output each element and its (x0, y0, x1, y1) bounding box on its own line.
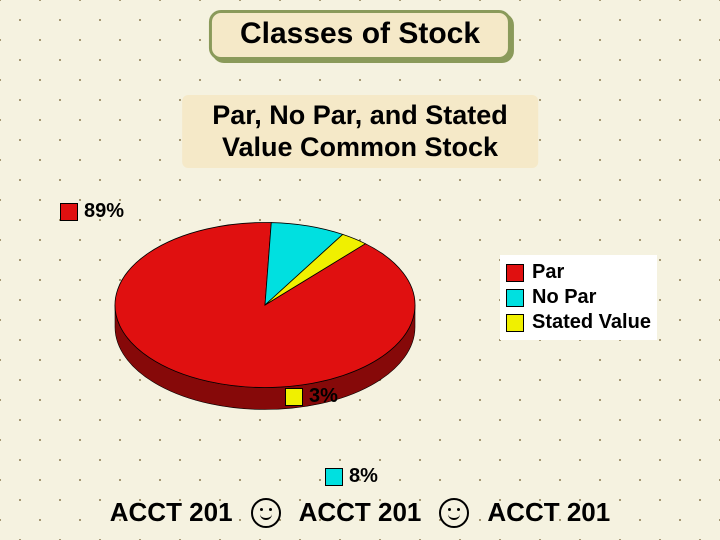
data-label-3-text: 3% (309, 385, 338, 408)
swatch-par (60, 203, 78, 221)
data-label-8: 8% (325, 465, 378, 488)
data-label-8-text: 8% (349, 465, 378, 488)
legend-label-par: Par (532, 261, 564, 284)
subtitle-banner: Par, No Par, and Stated Value Common Sto… (182, 95, 538, 168)
page-title: Classes of Stock (240, 17, 480, 51)
footer-text-3: ACCT 201 (487, 497, 610, 528)
title-banner: Classes of Stock (209, 10, 511, 60)
legend-item-par: Par (506, 261, 651, 284)
legend-label-nopar: No Par (532, 286, 596, 309)
legend-swatch-stated (506, 314, 524, 332)
data-label-89: 89% (60, 200, 124, 223)
pie-svg (60, 200, 480, 460)
subtitle-line-1: Par, No Par, and Stated (212, 99, 508, 131)
swatch-stated (285, 388, 303, 406)
footer: ACCT 201 ACCT 201 ACCT 201 (0, 497, 720, 528)
data-label-3: 3% (285, 385, 338, 408)
subtitle-line-2: Value Common Stock (212, 131, 508, 163)
footer-text-1: ACCT 201 (110, 497, 233, 528)
legend-swatch-par (506, 264, 524, 282)
legend-label-stated: Stated Value (532, 311, 651, 334)
legend-item-nopar: No Par (506, 286, 651, 309)
legend: Par No Par Stated Value (500, 255, 657, 340)
legend-swatch-nopar (506, 289, 524, 307)
smiley-icon (251, 498, 281, 528)
swatch-nopar (325, 468, 343, 486)
legend-item-stated: Stated Value (506, 311, 651, 334)
smiley-icon (439, 498, 469, 528)
footer-text-2: ACCT 201 (299, 497, 422, 528)
data-label-89-text: 89% (84, 200, 124, 223)
